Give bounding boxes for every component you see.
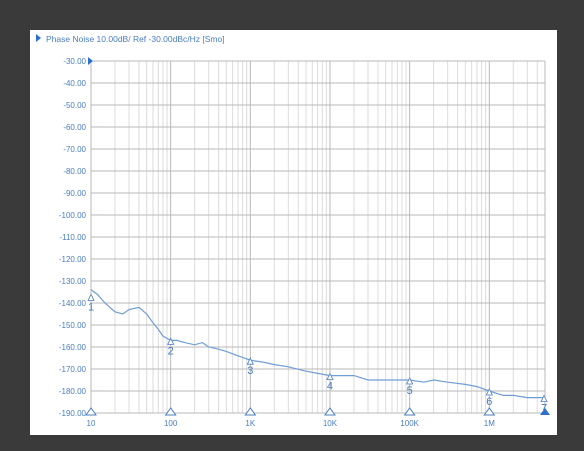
- y-tick-label: -70.00: [63, 145, 86, 154]
- marker-triangle-icon[interactable]: [406, 377, 414, 385]
- marker-triangle-icon[interactable]: [485, 388, 493, 396]
- x-tick-label: 10K: [323, 419, 338, 428]
- marker-label[interactable]: 3: [247, 365, 253, 377]
- y-tick-label: -40.00: [63, 79, 86, 88]
- ref-level-arrow-icon[interactable]: [88, 57, 93, 65]
- x-tick-triangle-icon: [164, 407, 177, 416]
- marker-triangle-icon[interactable]: [246, 357, 254, 365]
- x-tick-triangle-icon: [85, 407, 97, 416]
- marker-label[interactable]: 5: [407, 385, 413, 397]
- y-tick-label: -90.00: [63, 189, 86, 198]
- y-tick-label: -180.00: [59, 387, 87, 396]
- x-tick-label: 100: [164, 419, 178, 428]
- y-tick-label: -130.00: [59, 277, 87, 286]
- marker-label[interactable]: 7: [541, 403, 547, 415]
- y-axis-ticks: -30.00 -40.00 -50.00 -60.00 -70.00 -80.00 -90.…: [59, 57, 93, 418]
- span-end-triangle-icon[interactable]: [540, 408, 550, 415]
- x-tick-label: 100K: [400, 419, 419, 428]
- chart-title: Phase Noise 10.00dB/ Ref -30.00dBc/Hz [S…: [46, 34, 225, 44]
- y-tick-label: -150.00: [59, 321, 87, 330]
- y-tick-label: -140.00: [59, 299, 87, 308]
- markers-layer: 1 2 3 4 5 6 7: [87, 293, 548, 415]
- trace-layer: [90, 289, 545, 399]
- y-tick-label: -80.00: [63, 167, 86, 176]
- marker-triangle-icon[interactable]: [167, 337, 175, 345]
- marker-label[interactable]: 4: [327, 381, 333, 393]
- marker-label[interactable]: 6: [486, 396, 492, 408]
- x-tick-triangle-icon: [324, 407, 336, 416]
- x-tick-label: 1K: [245, 419, 255, 428]
- y-tick-label: -50.00: [63, 101, 86, 110]
- phase-noise-chart: Phase Noise 10.00dB/ Ref -30.00dBc/Hz [S…: [36, 34, 550, 428]
- y-tick-label: -120.00: [59, 255, 87, 264]
- x-tick-triangle-icon: [403, 407, 416, 416]
- chart-panel: Phase Noise 10.00dB/ Ref -30.00dBc/Hz [S…: [30, 30, 557, 435]
- x-tick-triangle-icon: [244, 407, 257, 416]
- marker-label[interactable]: 2: [168, 345, 174, 357]
- x-tick-triangle-icon: [483, 407, 496, 416]
- marker-triangle-icon[interactable]: [87, 293, 95, 301]
- y-tick-label: -60.00: [63, 123, 86, 132]
- y-tick-label: -170.00: [59, 365, 87, 374]
- x-tick-label: 10: [87, 419, 96, 428]
- chart-grid: [90, 60, 546, 414]
- y-tick-label: -100.00: [59, 211, 87, 220]
- x-tick-label: 1M: [484, 419, 495, 428]
- y-tick-label: -160.00: [59, 343, 87, 352]
- marker-label[interactable]: 1: [88, 301, 94, 313]
- y-tick-label: -30.00: [63, 57, 86, 66]
- phase-noise-trace: [90, 289, 545, 399]
- expand-trace-icon[interactable]: [36, 34, 41, 42]
- y-tick-label: -110.00: [59, 233, 86, 242]
- y-tick-label: -190.00: [59, 409, 87, 418]
- x-axis-ticks: 10 100 1K 10K 100K 1M: [85, 407, 550, 428]
- marker-triangle-icon[interactable]: [326, 372, 334, 380]
- marker-triangle-icon[interactable]: [540, 394, 548, 402]
